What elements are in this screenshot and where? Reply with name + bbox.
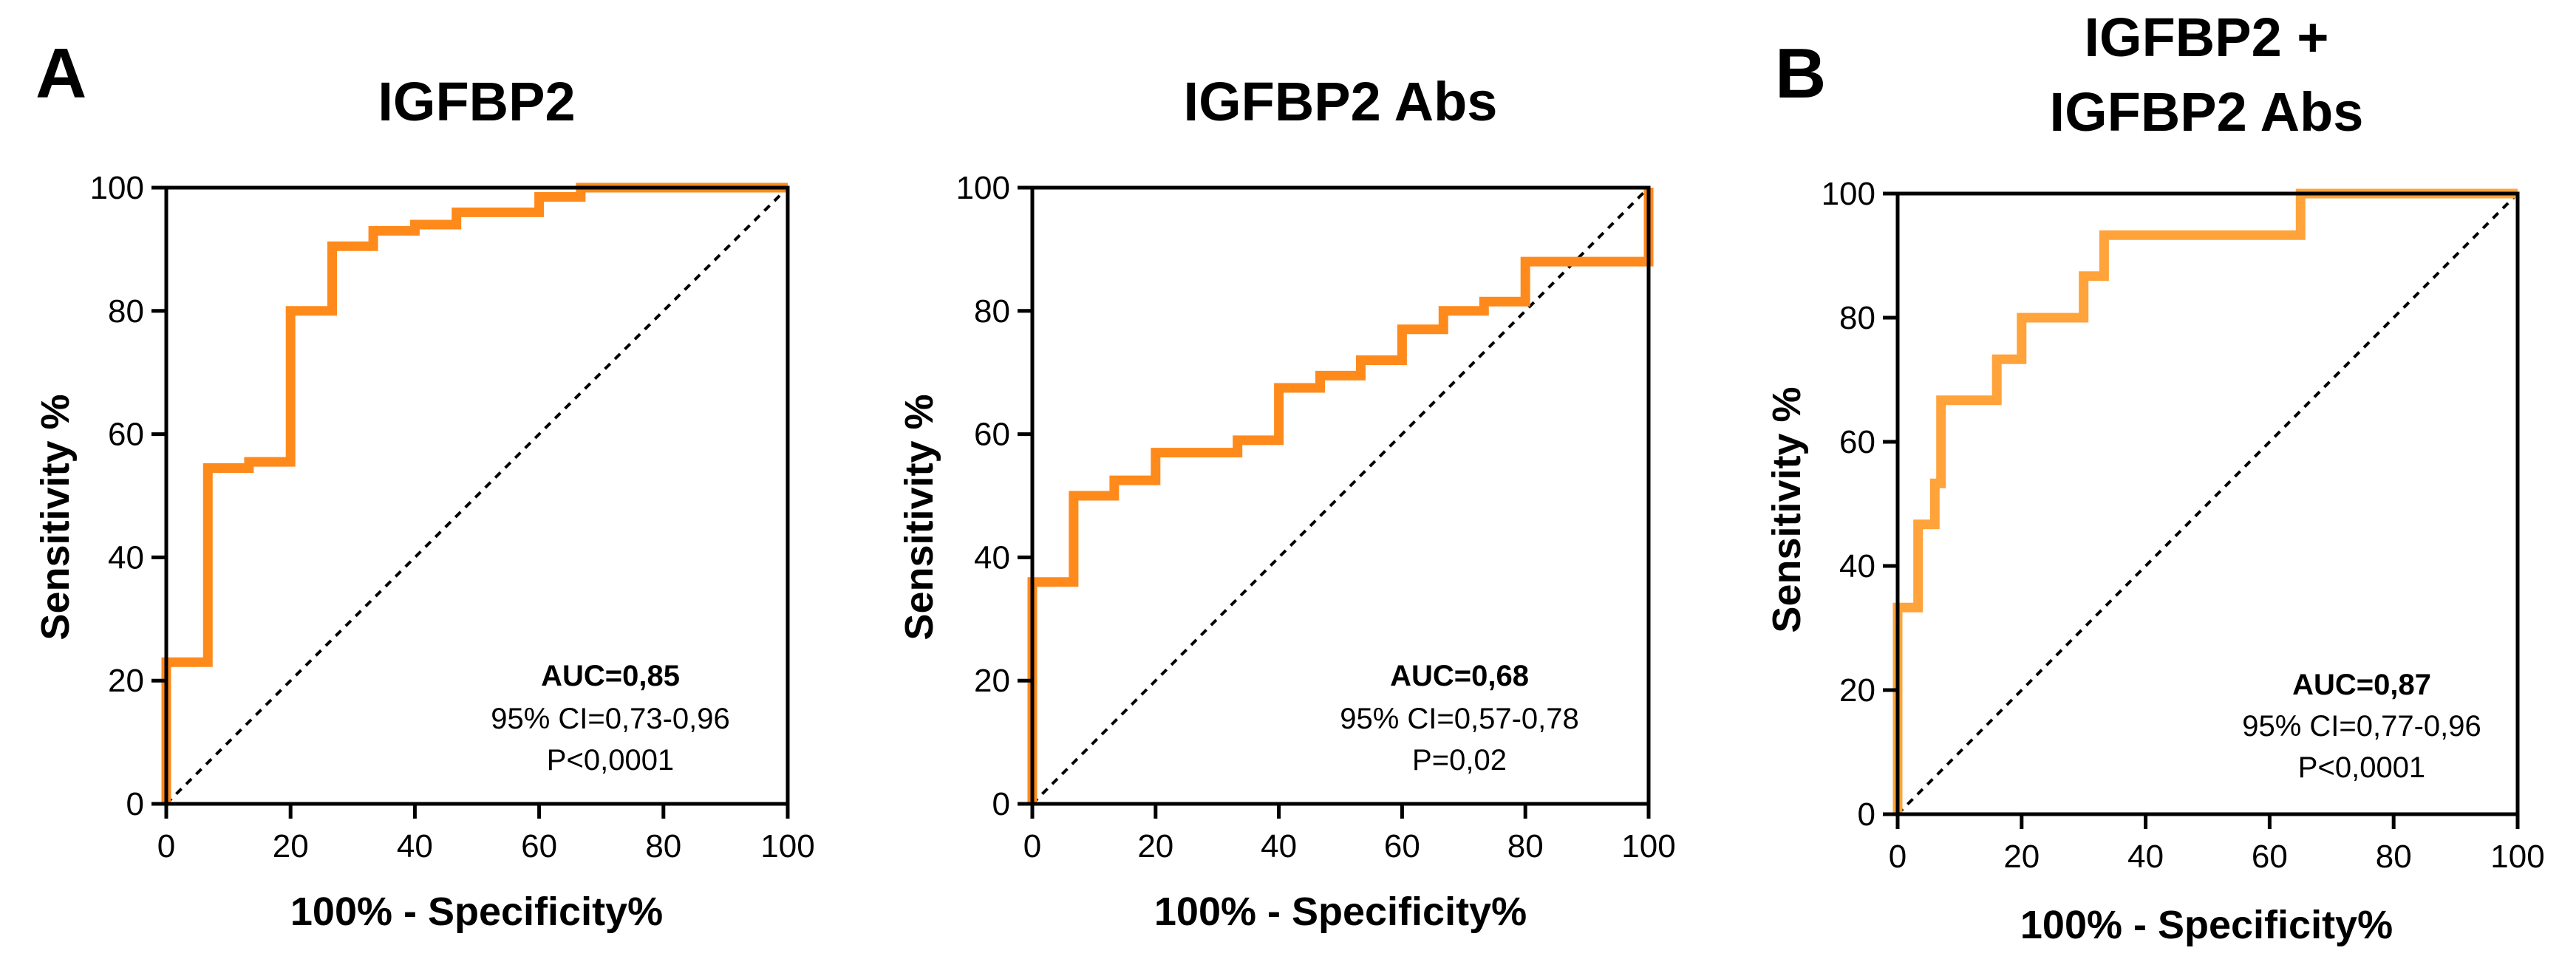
roc-chart-igfbp2: IGFBP2 Sensitivity % 100% - Specificity%… xyxy=(33,71,815,934)
chart-title: IGFBP2 xyxy=(378,71,575,132)
chart-title-line-2: IGFBP2 Abs xyxy=(2050,81,2364,143)
y-tick-label: 0 xyxy=(992,786,1010,822)
y-tick-label: 20 xyxy=(1839,672,1875,709)
ci-label: 95% CI=0,57-0,78 xyxy=(1340,703,1579,735)
y-tick-label: 0 xyxy=(126,786,144,822)
y-axis-label: Sensitivity % xyxy=(33,394,78,640)
y-tick-label: 0 xyxy=(1858,796,1875,833)
y-tick-label: 40 xyxy=(108,539,144,576)
x-axis-label: 100% - Specificity% xyxy=(1154,890,1527,934)
y-tick-label: 100 xyxy=(90,170,144,206)
x-tick-label: 0 xyxy=(1889,839,1907,875)
reference-diagonal xyxy=(165,186,789,805)
y-tick-label: 80 xyxy=(108,293,144,330)
panel-letter-b: B xyxy=(1775,34,1826,113)
roc-chart-igfbp2-abs: IGFBP2 Abs Sensitivity % 100% - Specific… xyxy=(897,71,1676,934)
p-value-label: P=0,02 xyxy=(1412,744,1507,777)
x-tick-label: 60 xyxy=(1384,828,1420,864)
y-tick-label: 80 xyxy=(1839,300,1875,336)
x-tick-label: 20 xyxy=(1137,828,1173,864)
x-tick-label: 40 xyxy=(397,828,433,864)
x-tick-label: 100 xyxy=(2490,839,2544,875)
x-axis-label: 100% - Specificity% xyxy=(2020,903,2393,947)
ci-label: 95% CI=0,77-0,96 xyxy=(2242,710,2481,743)
y-tick-label: 20 xyxy=(108,663,144,699)
y-axis-label: Sensitivity % xyxy=(1765,386,1809,632)
y-tick-label: 80 xyxy=(974,293,1010,330)
auc-label: AUC=0,68 xyxy=(1390,660,1529,692)
x-tick-label: 100 xyxy=(760,828,814,864)
y-tick-label: 60 xyxy=(1839,424,1875,460)
y-tick-label: 60 xyxy=(108,417,144,453)
y-tick-label: 40 xyxy=(974,539,1010,576)
auc-label: AUC=0,85 xyxy=(541,660,680,692)
x-tick-label: 60 xyxy=(2252,839,2288,875)
x-tick-label: 20 xyxy=(2003,839,2040,875)
x-tick-label: 0 xyxy=(157,828,175,864)
roc-curve xyxy=(1892,188,2518,814)
x-tick-label: 40 xyxy=(2127,839,2164,875)
roc-curve xyxy=(161,182,788,804)
panel-letter-a: A xyxy=(35,34,86,113)
x-tick-label: 0 xyxy=(1023,828,1041,864)
x-axis-label: 100% - Specificity% xyxy=(290,890,663,934)
ci-label: 95% CI=0,73-0,96 xyxy=(491,703,730,735)
plot-frame xyxy=(1030,185,1651,806)
x-tick-label: 100 xyxy=(1621,828,1675,864)
x-tick-label: 40 xyxy=(1261,828,1297,864)
x-tick-label: 80 xyxy=(2376,839,2412,875)
y-tick-label: 100 xyxy=(956,170,1010,206)
y-tick-label: 20 xyxy=(974,663,1010,699)
p-value-label: P<0,0001 xyxy=(547,744,674,777)
reference-diagonal xyxy=(1031,186,1650,805)
auc-label: AUC=0,87 xyxy=(2292,669,2431,701)
y-tick-label: 60 xyxy=(974,417,1010,453)
x-tick-label: 20 xyxy=(273,828,309,864)
roc-chart-combined: IGFBP2 + IGFBP2 Abs Sensitivity % 100% -… xyxy=(1765,7,2545,947)
p-value-label: P<0,0001 xyxy=(2298,751,2425,784)
x-tick-label: 60 xyxy=(521,828,557,864)
x-tick-label: 80 xyxy=(645,828,681,864)
chart-title-line-1: IGFBP2 + xyxy=(2084,7,2328,68)
plot-frame xyxy=(1895,191,2520,816)
plot-frame xyxy=(164,185,790,806)
y-axis-label: Sensitivity % xyxy=(897,394,941,640)
roc-curve xyxy=(1027,188,1654,804)
x-tick-label: 80 xyxy=(1507,828,1544,864)
reference-diagonal xyxy=(1896,192,2519,816)
chart-title: IGFBP2 Abs xyxy=(1184,71,1498,132)
y-tick-label: 40 xyxy=(1839,548,1875,584)
y-tick-label: 100 xyxy=(1822,176,1875,212)
